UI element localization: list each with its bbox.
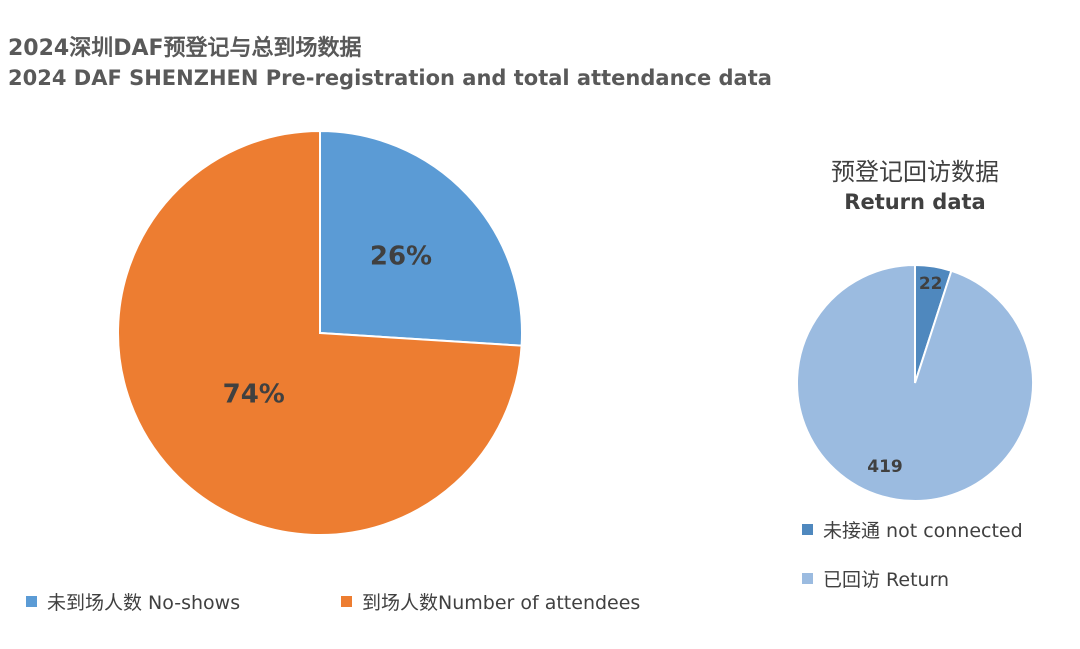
data-label: 22 xyxy=(919,274,943,294)
legend-item-no-shows: 未到场人数 No-shows xyxy=(26,588,240,615)
data-label: 74% xyxy=(223,380,285,410)
return-title-cn: 预登记回访数据 xyxy=(831,158,999,186)
legend-item-return: 已回访 Return xyxy=(802,565,949,592)
legend-label: 未到场人数 No-shows xyxy=(47,592,241,614)
return-title-en: Return data xyxy=(844,190,986,214)
title-cn: 2024深圳DAF预登记与总到场数据 xyxy=(8,36,362,61)
legend-swatch xyxy=(802,524,813,535)
legend-item-attendees: 到场人数Number of attendees xyxy=(341,588,640,615)
data-label: 26% xyxy=(370,241,432,271)
pie-slice xyxy=(796,263,1034,502)
legend-label: 已回访 Return xyxy=(823,569,950,591)
legend-label: 未接通 not connected xyxy=(823,520,1023,542)
legend-swatch xyxy=(26,596,37,607)
pie-slice xyxy=(117,129,523,536)
legend-label: 到场人数Number of attendees xyxy=(362,592,641,614)
data-label: 419 xyxy=(867,457,903,477)
legend-item-not-connected: 未接通 not connected xyxy=(802,516,1023,543)
legend-swatch xyxy=(341,596,352,607)
pie-slice xyxy=(319,129,523,347)
title-en: 2024 DAF SHENZHEN Pre-registration and t… xyxy=(8,66,772,90)
legend-swatch xyxy=(802,573,813,584)
